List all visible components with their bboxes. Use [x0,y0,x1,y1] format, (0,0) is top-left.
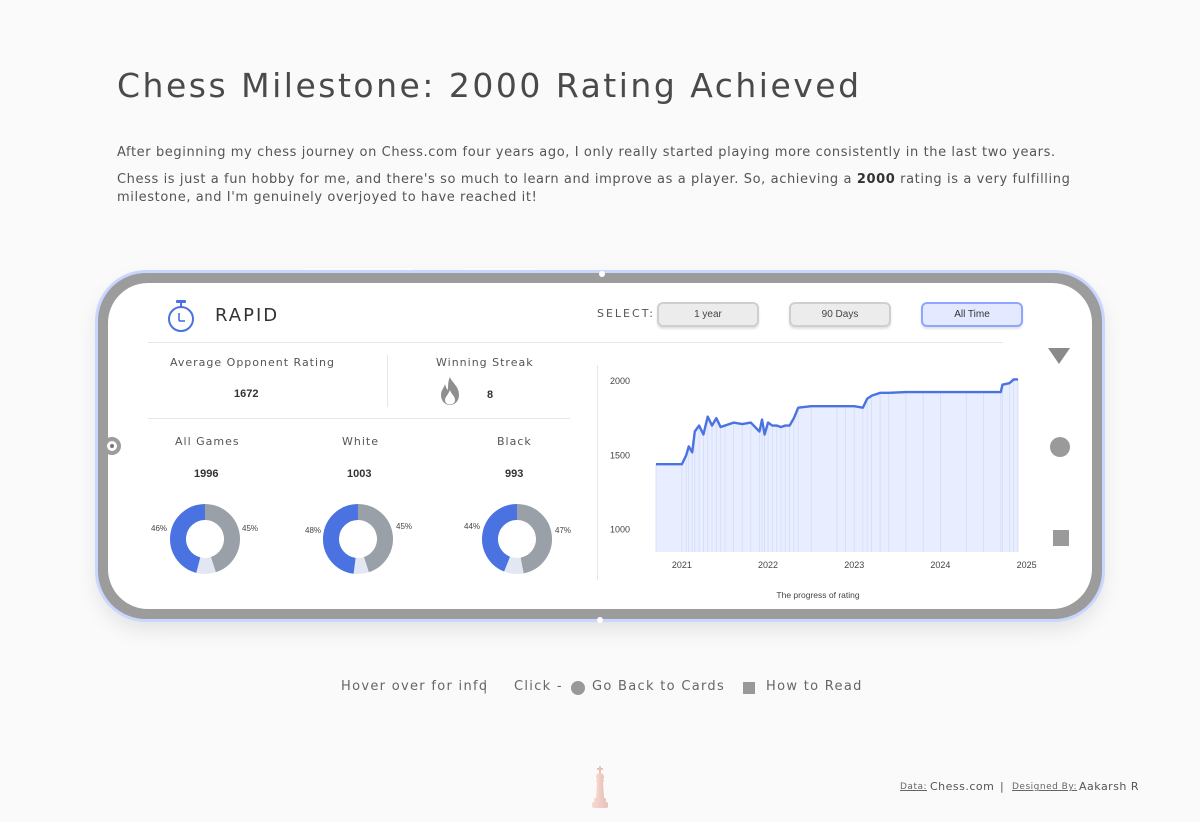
x-tick-label: 2022 [758,560,778,570]
phone-volume-button [302,268,414,273]
x-tick-label: 2024 [930,560,950,570]
intro-paragraph-2: Chess is just a fun hobby for me, and th… [117,172,1071,205]
donut-pct-right-white: 45% [396,522,413,531]
x-tick-label: 2025 [1017,560,1037,570]
donut-chart-all-games[interactable] [169,503,241,575]
click-text: Click - [514,679,563,694]
donut-chart-black[interactable] [481,503,553,575]
chart-caption: The progress of rating [776,590,859,600]
flame-icon [441,377,459,405]
phone-camera [103,437,121,455]
footer-separator: | [1000,780,1005,793]
winning-streak-value[interactable]: 8 [487,389,494,401]
donut-pct-left-black: 44% [464,522,481,531]
circle-icon[interactable] [1050,437,1070,457]
donut-segment-win[interactable] [482,504,518,572]
donut-chart-white[interactable] [322,503,394,575]
page-title: Chess Milestone: 2000 Rating Achieved [117,66,862,105]
winning-streak-label: Winning Streak [436,356,534,369]
select-label: SELECT: [597,307,655,320]
range-1-year-button[interactable]: 1 year [657,302,759,327]
donut-segment-win[interactable] [323,504,359,574]
avg-opponent-label: Average Opponent Rating [170,356,336,369]
rating-progress-chart[interactable]: 2000 1500 1000 2021 2022 2023 2024 2025 The prog… [596,364,1046,604]
chart-divider [597,365,598,580]
phone-sensor-bottom [597,617,603,623]
range-all-time-button[interactable]: All Time [921,302,1023,327]
donut-pct-left-all-games: 46% [151,524,168,533]
kpi-bottom-divider [148,418,570,419]
how-to-read-text: How to Read [766,679,863,694]
donut-total-black: 993 [505,468,524,480]
data-source-link[interactable]: Chess.com [930,780,995,793]
donut-segment-loss[interactable] [516,504,552,574]
triangle-down-icon[interactable] [1048,348,1070,364]
donut-label-white: White [342,435,379,448]
x-tick-label: 2023 [844,560,864,570]
donut-segment-draw[interactable] [196,556,216,574]
range-90-days-button[interactable]: 90 Days [789,302,891,327]
donut-pct-left-white: 48% [305,526,322,535]
donut-label-black: Black [497,435,532,448]
donut-segment-loss[interactable] [204,504,240,573]
stopwatch-icon [168,300,194,332]
y-tick-label: 2000 [610,376,630,386]
intro-paragraph-1: After beginning my chess journey on Ches… [117,145,1056,160]
avg-opponent-value[interactable]: 1672 [234,388,259,400]
y-tick-label: 1500 [610,450,630,460]
donut-total-white: 1003 [347,468,372,480]
donut-pct-right-all-games: 45% [242,524,259,533]
donut-pct-right-black: 47% [555,526,572,535]
donut-segment-win[interactable] [170,504,206,573]
donut-segment-draw[interactable] [353,556,369,574]
mode-title: RAPID [215,305,280,326]
circle-icon [571,681,585,695]
phone-sensor-top [599,271,605,277]
square-icon[interactable] [1053,530,1069,546]
hover-info-text: Hover over for info [341,679,489,694]
donut-segment-loss[interactable] [357,504,393,573]
back-to-cards-text: Go Back to Cards [592,679,726,694]
rating-line[interactable] [656,378,1018,466]
designer-label: Designed By: [1012,782,1078,792]
donut-total-all-games: 1996 [194,468,219,480]
header-divider [148,342,1003,343]
y-tick-label: 1000 [610,525,630,535]
intro-text: After beginning my chess journey on Ches… [117,144,1077,216]
x-tick-label: 2021 [672,560,692,570]
chess-king-icon [592,766,608,808]
data-source-label: Data: [900,782,928,792]
phone-power-button [462,268,536,273]
kpi-divider [387,355,388,407]
designer-name[interactable]: Aakarsh R [1079,780,1140,793]
donut-label-all-games: All Games [175,435,240,448]
square-icon [743,682,755,694]
legend-separator: | [483,679,489,694]
donut-segment-draw[interactable] [504,556,524,574]
